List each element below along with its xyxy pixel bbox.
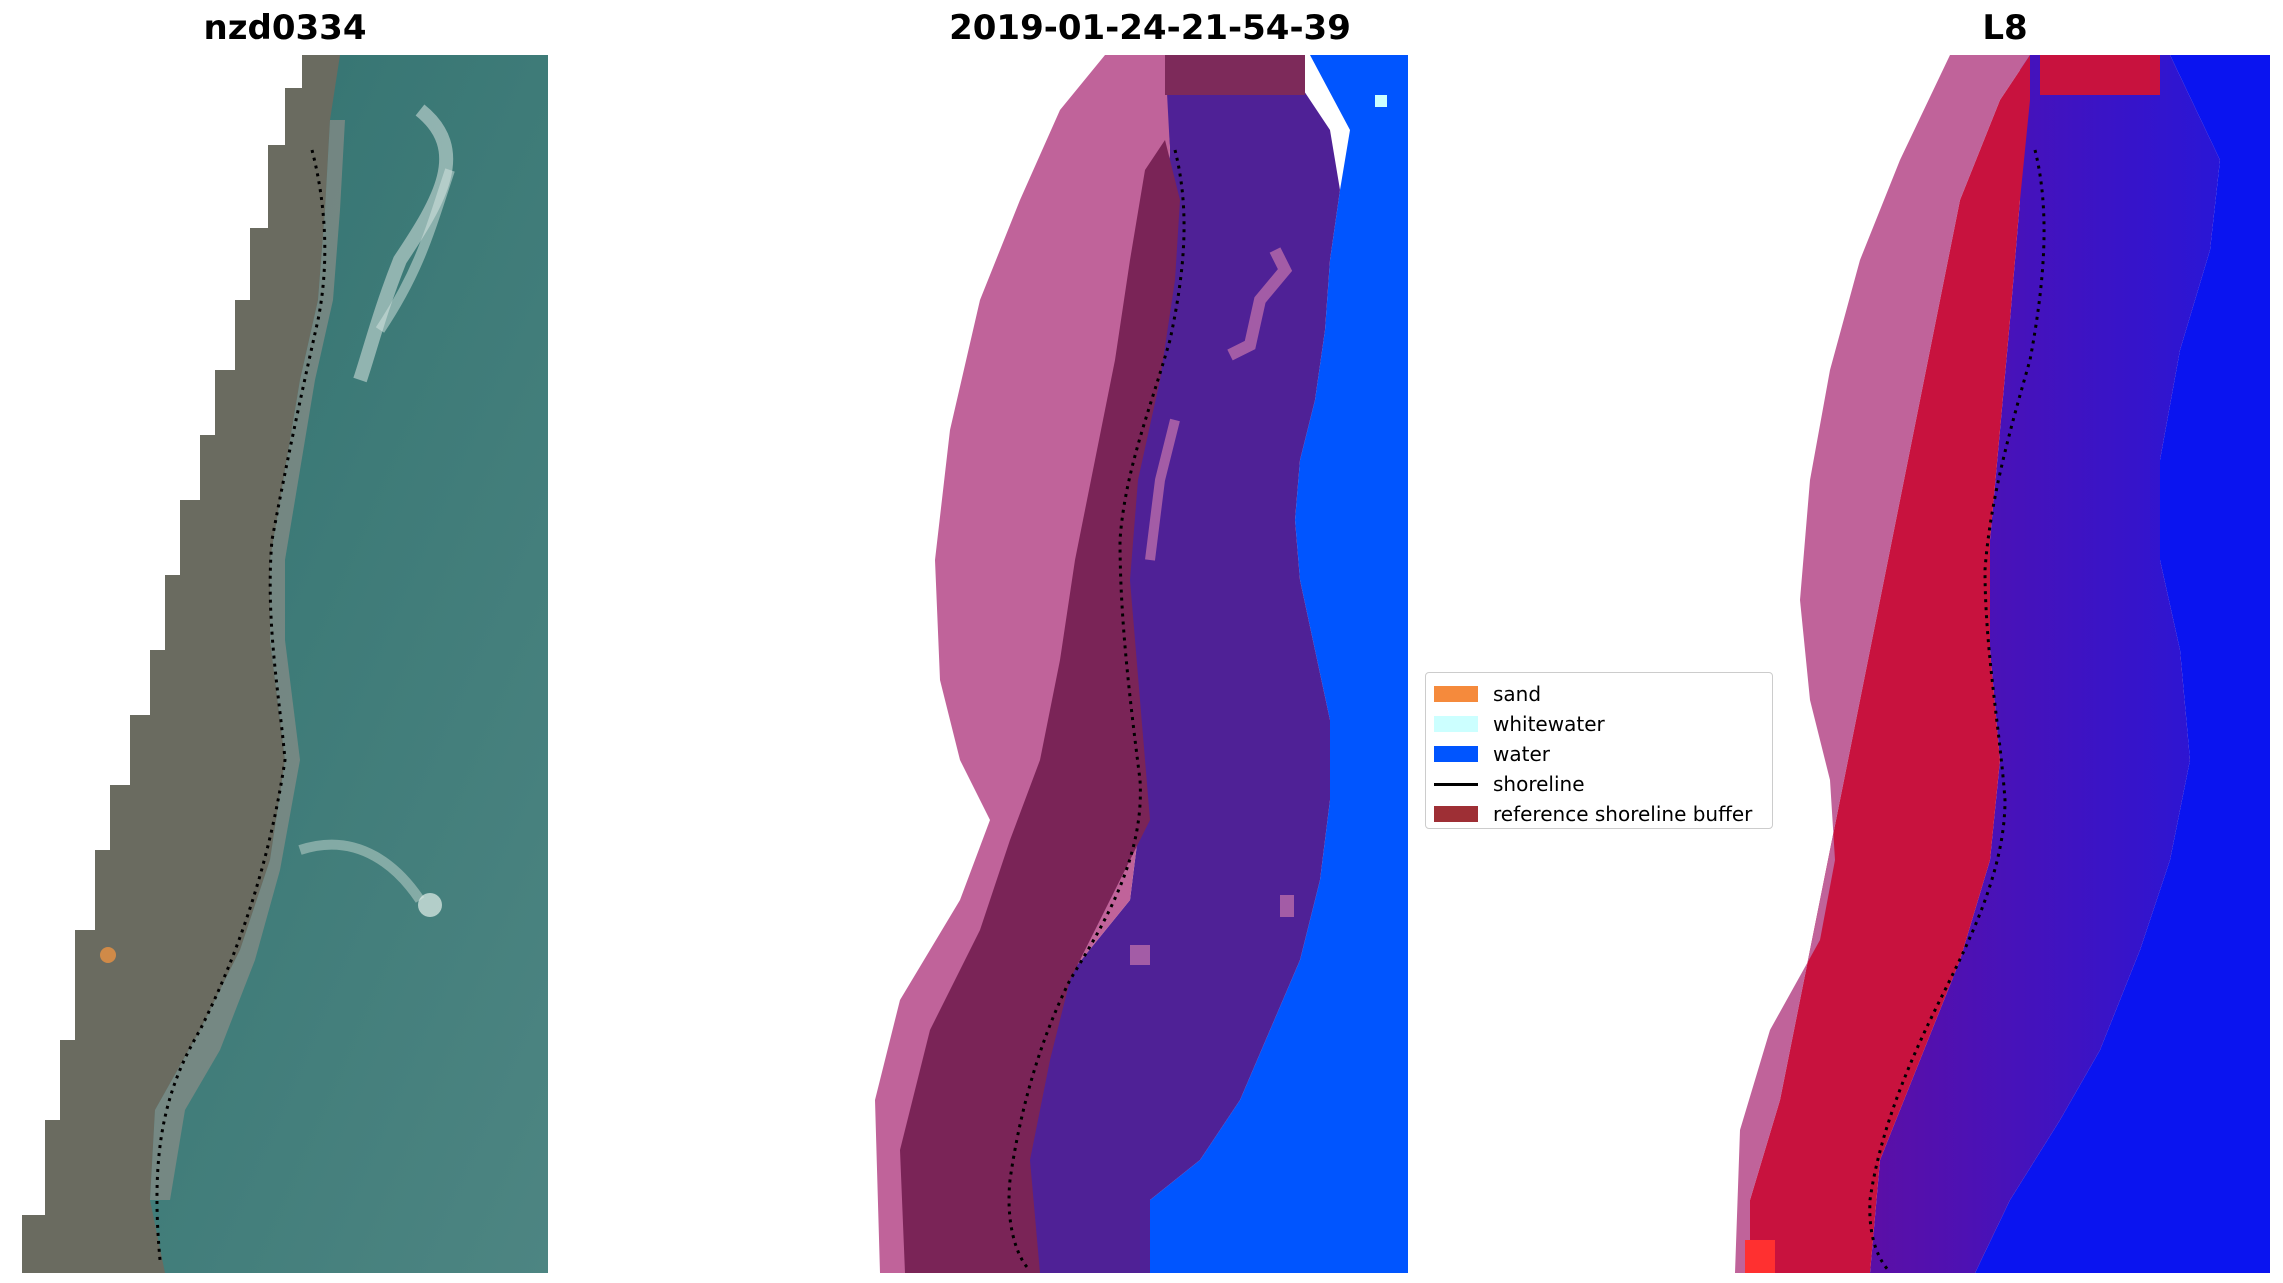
- legend-label-water: water: [1493, 742, 1550, 766]
- panel-title-classification: 2019-01-24-21-54-39: [949, 8, 1351, 48]
- legend-swatch-water: [1434, 746, 1478, 762]
- legend-item-whitewater: whitewater: [1434, 709, 1764, 739]
- legend-label-shoreline: shoreline: [1493, 772, 1585, 796]
- panel-title-rgb: nzd0334: [203, 8, 367, 48]
- legend-swatch-whitewater: [1434, 716, 1478, 732]
- legend-item-reference-buffer: reference shoreline buffer: [1434, 799, 1764, 829]
- legend: sand whitewater water shoreline referenc…: [1425, 672, 1773, 829]
- legend-item-shoreline: shoreline: [1434, 769, 1764, 799]
- legend-label-sand: sand: [1493, 682, 1542, 706]
- legend-item-water: water: [1434, 739, 1764, 769]
- legend-swatch-shoreline: [1434, 782, 1478, 786]
- legend-label-reference-buffer: reference shoreline buffer: [1493, 802, 1753, 826]
- panel-title-index: L8: [1982, 8, 2028, 48]
- legend-swatch-sand: [1434, 686, 1478, 702]
- legend-label-whitewater: whitewater: [1493, 712, 1605, 736]
- legend-swatch-reference-buffer: [1434, 806, 1478, 822]
- legend-item-sand: sand: [1434, 679, 1764, 709]
